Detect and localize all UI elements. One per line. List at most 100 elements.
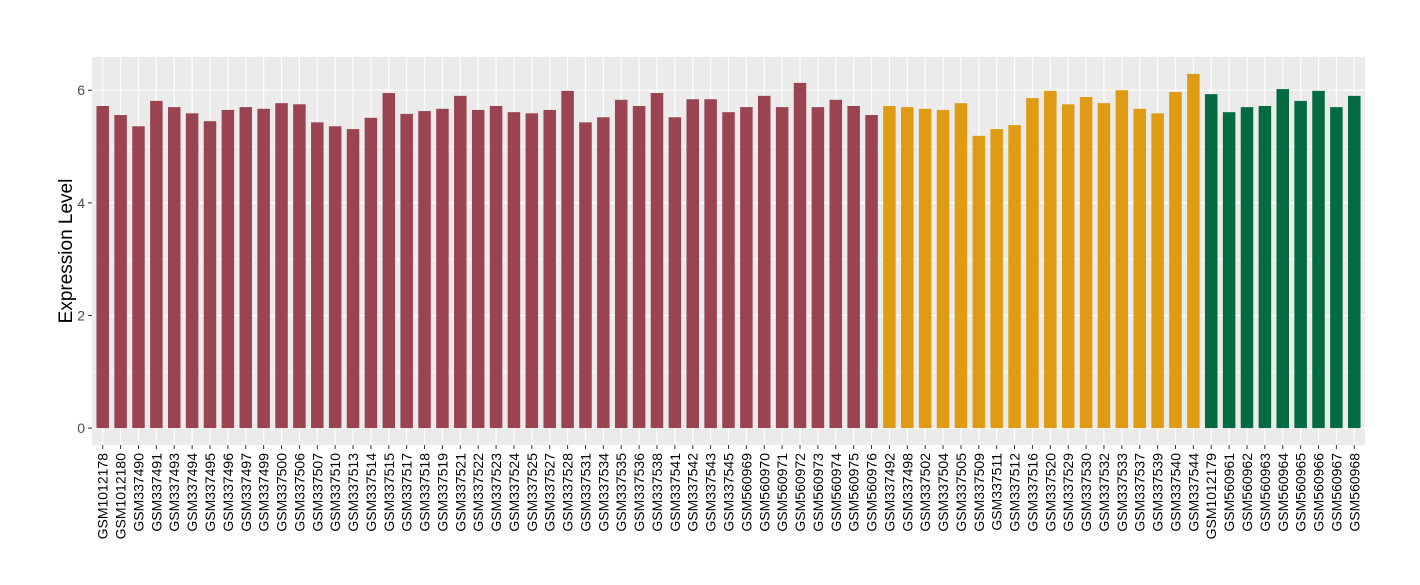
x-tick-label: GSM560962 — [1239, 453, 1255, 532]
x-tick-label: GSM337498 — [899, 453, 915, 532]
x-tick-label: GSM337509 — [971, 453, 987, 532]
x-tick-label: GSM337530 — [1078, 453, 1094, 532]
x-tick-label: GSM560972 — [792, 453, 808, 532]
bar-GSM337499 — [257, 108, 270, 429]
bar-GSM337517 — [400, 113, 413, 429]
bar-GSM337502 — [918, 108, 932, 429]
bar-GSM337516 — [1026, 98, 1039, 429]
bar-GSM337506 — [293, 104, 306, 429]
bar-GSM560971 — [775, 107, 789, 429]
x-tick-label: GSM560968 — [1346, 453, 1362, 532]
bar-GSM337515 — [382, 93, 396, 429]
bar-GSM337521 — [454, 95, 467, 429]
bar-GSM337528 — [561, 90, 574, 429]
bar-GSM337534 — [597, 117, 610, 429]
bar-GSM560966 — [1312, 90, 1325, 429]
x-tick-label: GSM1012179 — [1203, 453, 1219, 540]
y-axis: 0 2 4 6 — [77, 82, 92, 436]
x-tick-label: GSM560965 — [1293, 453, 1309, 532]
x-tick-label: GSM337524 — [506, 453, 522, 532]
bar-GSM337545 — [722, 112, 735, 429]
bar-GSM560963 — [1258, 105, 1272, 429]
x-tick-label: GSM337518 — [417, 453, 433, 532]
x-tick-label: GSM337519 — [434, 453, 450, 532]
bar-GSM337533 — [1115, 90, 1129, 429]
x-tick-label: GSM337529 — [1060, 453, 1076, 532]
x-tick-label: GSM337543 — [703, 453, 719, 532]
bar-GSM560969 — [740, 107, 753, 429]
x-tick-label: GSM337507 — [309, 453, 325, 532]
bar-GSM337510 — [328, 126, 342, 429]
bar-GSM337530 — [1079, 96, 1093, 429]
bar-GSM560962 — [1240, 107, 1254, 429]
x-tick-label: GSM337541 — [667, 453, 683, 532]
y-tick-label: 0 — [77, 420, 85, 436]
bar-GSM337536 — [632, 105, 646, 429]
x-axis: GSM1012178 GSM1012180 GSM337490 GSM337491 GS… — [95, 445, 1362, 540]
bar-GSM337518 — [418, 111, 431, 429]
bar-GSM337504 — [936, 109, 950, 429]
bar-GSM337532 — [1097, 103, 1111, 429]
bar-GSM337511 — [990, 129, 1003, 429]
bar-GSM337529 — [1061, 104, 1075, 429]
x-tick-label: GSM337539 — [1150, 453, 1166, 532]
x-tick-label: GSM560971 — [774, 453, 790, 532]
x-tick-label: GSM337528 — [560, 453, 576, 532]
x-tick-label: GSM560966 — [1311, 453, 1327, 532]
bar-GSM337493 — [167, 107, 181, 429]
x-tick-label: GSM337537 — [1132, 453, 1148, 532]
x-tick-label: GSM560963 — [1257, 453, 1273, 532]
bar-GSM337520 — [1044, 90, 1057, 429]
bar-GSM560976 — [865, 115, 878, 429]
x-tick-label: GSM560964 — [1275, 453, 1291, 532]
x-tick-label: GSM337517 — [399, 453, 415, 532]
bar-GSM337541 — [668, 117, 682, 429]
bar-GSM560974 — [829, 99, 843, 429]
bar-GSM560972 — [793, 82, 807, 429]
x-tick-label: GSM337525 — [524, 453, 540, 532]
bar-GSM337497 — [239, 107, 253, 429]
x-tick-label: GSM337497 — [238, 453, 254, 532]
bars — [96, 73, 1361, 429]
x-tick-label: GSM337542 — [685, 453, 701, 532]
bar-GSM560970 — [758, 95, 771, 429]
bar-GSM337494 — [185, 113, 199, 429]
x-tick-label: GSM560974 — [828, 453, 844, 532]
bar-GSM337513 — [346, 129, 360, 429]
x-tick-label: GSM1012178 — [95, 453, 111, 540]
bar-GSM337498 — [901, 107, 914, 429]
x-tick-label: GSM337490 — [130, 453, 146, 532]
y-tick-label: 6 — [77, 82, 85, 98]
bar-GSM337523 — [489, 105, 503, 429]
bar-GSM337524 — [507, 112, 521, 429]
x-tick-label: GSM337534 — [595, 453, 611, 532]
bar-GSM337491 — [150, 100, 163, 429]
x-tick-label: GSM337532 — [1096, 453, 1112, 532]
bar-GSM337543 — [704, 99, 717, 429]
bar-GSM560965 — [1294, 100, 1307, 429]
x-tick-label: GSM337540 — [1167, 453, 1183, 532]
y-tick-label: 2 — [77, 307, 85, 323]
bar-GSM337509 — [972, 135, 986, 429]
x-tick-label: GSM337522 — [470, 453, 486, 532]
bar-GSM337496 — [221, 109, 235, 429]
x-tick-label: GSM337505 — [953, 453, 969, 532]
bar-GSM337537 — [1133, 108, 1146, 429]
bar-GSM560964 — [1276, 89, 1290, 429]
x-tick-label: GSM337506 — [291, 453, 307, 532]
x-tick-label: GSM337515 — [381, 453, 397, 532]
bar-GSM560961 — [1222, 112, 1236, 429]
x-tick-label: GSM337514 — [363, 453, 379, 532]
x-tick-label: GSM337527 — [542, 453, 558, 532]
bar-GSM337525 — [525, 113, 539, 429]
x-tick-label: GSM337533 — [1114, 453, 1130, 532]
bar-GSM337492 — [883, 105, 896, 429]
x-tick-label: GSM337516 — [1024, 453, 1040, 532]
x-tick-label: GSM337520 — [1042, 453, 1058, 532]
bar-GSM337512 — [1008, 125, 1021, 429]
bar-GSM337538 — [650, 93, 664, 429]
x-tick-label: GSM337521 — [452, 453, 468, 532]
x-tick-label: GSM337531 — [577, 453, 593, 532]
x-tick-label: GSM337523 — [488, 453, 504, 532]
